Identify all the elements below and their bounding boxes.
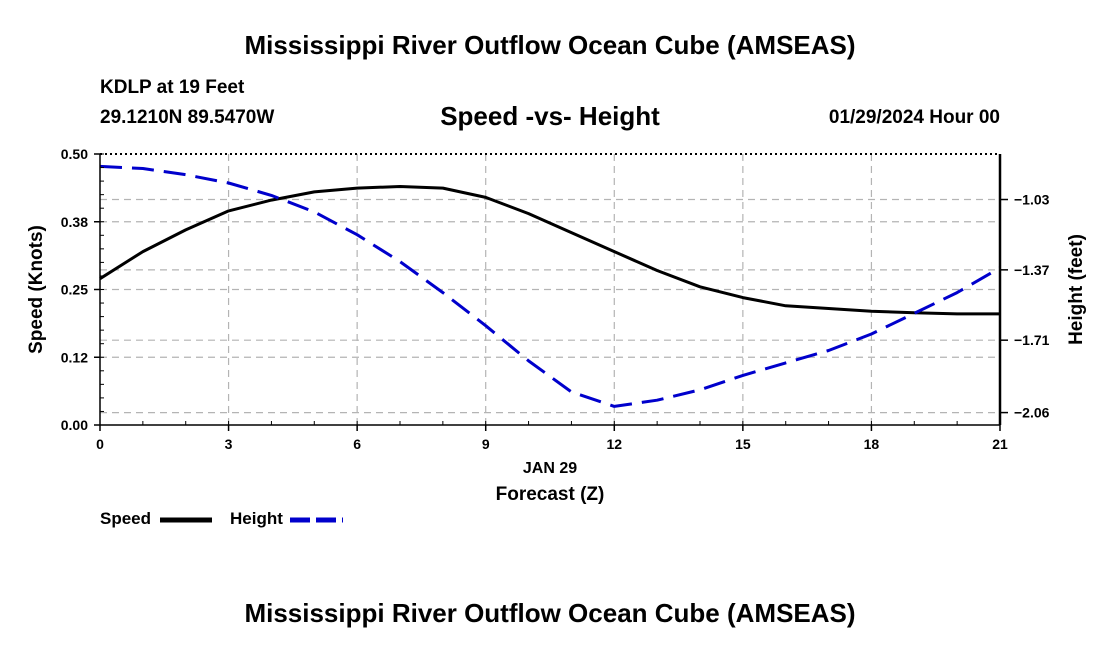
y-tick-label: 0.00: [61, 417, 88, 433]
labels-layer: 0.00 0.12 0.25 0.38 0.50 0 3 6 9 12 15 18 21 −2.06 −1.…: [26, 146, 1087, 505]
date-hour-label: 01/29/2024 Hour 00: [828, 107, 1000, 128]
legend-speed-label: Speed: [100, 509, 152, 528]
axes-layer: [94, 153, 1008, 431]
x-tick-label: 18: [864, 436, 880, 452]
y2-tick-label: −2.06: [1014, 405, 1050, 421]
x-tick-label: 0: [96, 436, 104, 452]
y2-tick-label: −1.03: [1014, 192, 1050, 208]
y-tick-label: 0.25: [61, 282, 88, 298]
y-axis-label: Speed (Knots): [26, 225, 47, 354]
speed-series-line: [99, 185, 1000, 316]
x-axis-label: Forecast (Z): [496, 484, 605, 505]
x-axis-date-label: JAN 29: [523, 460, 577, 477]
x-tick-label: 3: [225, 436, 233, 452]
y-tick-label: 0.38: [61, 214, 88, 230]
station-label: KDLP at 19 Feet: [100, 77, 245, 98]
x-tick-label: 12: [606, 436, 622, 452]
x-tick-label: 9: [482, 436, 490, 452]
x-tick-label: 21: [992, 436, 1008, 452]
chart-subtitle: Speed -vs- Height: [440, 101, 660, 131]
grid-layer: [100, 153, 1000, 425]
series-layer: [99, 164, 1001, 408]
y2-tick-label: −1.71: [1014, 332, 1050, 348]
x-tick-label: 6: [353, 436, 361, 452]
coordinates-label: 29.1210N 89.5470W: [100, 107, 275, 128]
legend-height-label: Height: [230, 509, 283, 528]
y2-axis-label: Height (feet): [1066, 234, 1087, 345]
x-tick-label: 15: [735, 436, 751, 452]
y-tick-label: 0.50: [61, 146, 88, 162]
footer-title: Mississippi River Outflow Ocean Cube (AM…: [244, 598, 856, 628]
height-series-line: [99, 164, 1001, 408]
main-title: Mississippi River Outflow Ocean Cube (AM…: [244, 30, 856, 60]
y2-tick-label: −1.37: [1014, 262, 1050, 278]
y-tick-label: 0.12: [61, 349, 88, 365]
